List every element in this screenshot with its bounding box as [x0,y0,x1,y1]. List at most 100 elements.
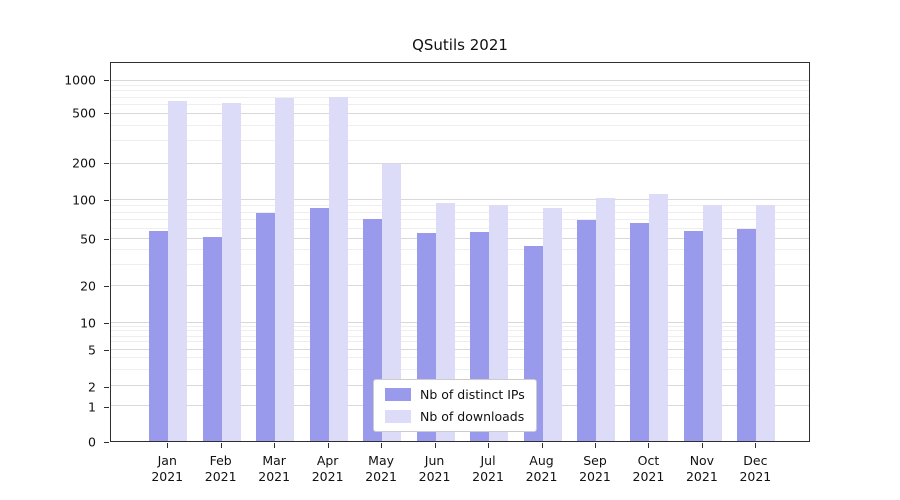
bar-nb-of-downloads-feb-2021 [221,103,241,441]
gridline-minor-7 [111,335,809,337]
gridline-minor-800 [111,90,809,92]
x-tick-label-jul-2021: Jul 2021 [472,453,504,485]
gridline-major-1000 [111,79,809,81]
y-tick-mark-1000 [104,79,109,81]
gridline-minor-70 [111,219,809,221]
y-tick-label-1: 1 [88,399,96,415]
y-tick-label-2: 2 [88,379,96,395]
legend-label-distinct-ips: Nb of distinct IPs [420,387,525,402]
y-tick-label-1000: 1000 [64,72,96,88]
gridline-minor-8 [111,330,809,332]
legend-swatch-downloads [385,410,411,423]
y-axis: 0 1 2 5 10 20 50 100 200 500 1000 [0,62,110,450]
y-tick-label-0: 0 [88,434,96,450]
x-tick-mark-nov-2021 [701,443,703,448]
y-tick-mark-5 [104,350,109,352]
bar-nb-of-distinct-ips-jan-2021 [149,230,169,441]
bar-nb-of-distinct-ips-sep-2021 [576,220,596,441]
gridline-minor-60 [111,227,809,229]
gridline-major-200 [111,162,809,164]
bar-nb-of-downloads-mar-2021 [275,98,295,441]
y-tick-label-500: 500 [72,105,96,121]
x-tick-mark-aug-2021 [541,443,543,448]
legend: Nb of distinct IPs Nb of downloads [373,379,537,432]
x-tick-mark-sep-2021 [594,443,596,448]
gridline-minor-9 [111,325,809,327]
x-tick-mark-jan-2021 [167,443,169,448]
x-tick-mark-feb-2021 [220,443,222,448]
x-tick-label-may-2021: May 2021 [365,453,397,485]
bar-nb-of-distinct-ips-nov-2021 [683,230,703,441]
x-tick-label-oct-2021: Oct 2021 [632,453,665,485]
bar-nb-of-downloads-nov-2021 [702,204,722,441]
bar-nb-of-distinct-ips-feb-2021 [202,236,222,441]
x-axis: Jan 2021 Feb 2021 Mar 2021 Apr 2021 May 2021 Jun 20… [110,442,810,500]
x-tick-label-nov-2021: Nov 2021 [685,453,718,485]
bar-nb-of-distinct-ips-dec-2021 [737,228,757,441]
x-tick-label-sep-2021: Sep 2021 [579,453,611,485]
x-tick-mark-jul-2021 [488,443,490,448]
legend-item-downloads: Nb of downloads [385,409,525,424]
y-tick-mark-10 [104,323,109,325]
y-tick-mark-20 [104,285,109,287]
legend-item-distinct-ips: Nb of distinct IPs [385,387,525,402]
x-tick-mark-apr-2021 [327,443,329,448]
y-tick-mark-100 [104,199,109,201]
y-tick-mark-200 [104,163,109,165]
y-tick-mark-2 [104,386,109,388]
x-tick-label-dec-2021: Dec 2021 [739,453,772,485]
bar-nb-of-distinct-ips-mar-2021 [256,212,276,441]
x-tick-mark-oct-2021 [648,443,650,448]
gridline-major-20 [111,284,809,286]
gridline-minor-700 [111,96,809,98]
bar-nb-of-distinct-ips-apr-2021 [309,208,329,441]
y-tick-mark-1 [104,407,109,409]
y-tick-label-20: 20 [80,278,96,294]
y-tick-mark-0 [104,442,109,443]
gridline-minor-6 [111,341,809,343]
x-tick-mark-dec-2021 [755,443,757,448]
x-tick-label-mar-2021: Mar 2021 [258,453,291,485]
gridline-minor-40 [111,249,809,251]
gridline-minor-30 [111,264,809,266]
bar-nb-of-downloads-aug-2021 [542,208,562,441]
y-tick-label-50: 50 [80,231,96,247]
gridline-major-500 [111,112,809,114]
legend-label-downloads: Nb of downloads [420,409,525,424]
gridline-minor-300 [111,140,809,142]
bar-nb-of-downloads-dec-2021 [756,204,776,441]
plot-area: Nb of distinct IPs Nb of downloads [110,62,810,442]
x-tick-mark-may-2021 [381,443,383,448]
y-tick-label-5: 5 [88,342,96,358]
chart-title: QSutils 2021 [412,36,508,54]
gridline-minor-90 [111,205,809,207]
bar-nb-of-downloads-apr-2021 [328,97,348,441]
gridline-minor-3 [111,368,809,370]
y-tick-label-100: 100 [72,192,96,208]
bar-nb-of-downloads-jan-2021 [168,101,188,441]
gridline-major-100 [111,199,809,201]
x-tick-label-jun-2021: Jun 2021 [418,453,451,485]
gridline-major-50 [111,238,809,240]
y-tick-label-200: 200 [72,155,96,171]
legend-swatch-distinct-ips [385,388,411,401]
x-tick-mark-jun-2021 [434,443,436,448]
bar-nb-of-downloads-may-2021 [382,163,402,441]
x-tick-label-apr-2021: Apr 2021 [311,453,344,485]
y-tick-mark-500 [104,112,109,114]
gridline-minor-900 [111,84,809,86]
y-tick-mark-50 [104,239,109,241]
x-tick-mark-mar-2021 [274,443,276,448]
gridline-major-5 [111,348,809,350]
y-tick-label-10: 10 [80,315,96,331]
gridline-minor-400 [111,124,809,126]
bar-nb-of-downloads-sep-2021 [595,197,615,441]
x-tick-label-jan-2021: Jan 2021 [151,453,184,485]
bar-nb-of-downloads-oct-2021 [649,194,669,441]
x-tick-label-feb-2021: Feb 2021 [204,453,237,485]
bar-nb-of-distinct-ips-oct-2021 [630,222,650,441]
gridline-minor-4 [111,357,809,359]
gridline-minor-600 [111,104,809,106]
gridline-minor-80 [111,211,809,213]
